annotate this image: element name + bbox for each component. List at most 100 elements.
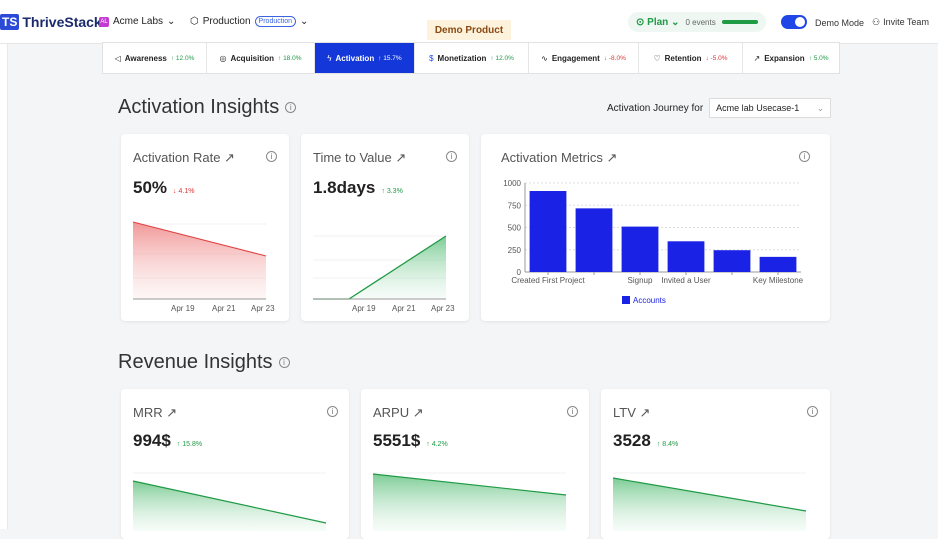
info-icon[interactable]: i <box>799 151 810 162</box>
tab-label: Monetization <box>437 53 487 63</box>
tab-engagement[interactable]: ∿ Engagement ↓ -8.0% <box>529 43 639 73</box>
x-tick: Apr 23 <box>431 304 455 313</box>
tab-delta: ↑ 12.0% <box>170 54 195 62</box>
environment-selector[interactable]: ⬡ Production Production ⌄ <box>190 16 308 27</box>
dollar-icon: $ <box>429 53 434 63</box>
y-tick-label: 0 <box>517 268 522 277</box>
card-title[interactable]: Activation Rate ↗ <box>133 150 235 165</box>
target-icon: ◎ <box>219 53 227 63</box>
x-tick: Apr 21 <box>212 304 236 313</box>
tab-delta: ↑ 18.0% <box>278 54 302 62</box>
tab-label: Expansion <box>764 53 805 63</box>
x-tick-label: Signup <box>628 276 653 285</box>
trend-line <box>132 221 267 257</box>
tab-monetization[interactable]: $ Monetization ↑ 12.0% <box>415 43 529 73</box>
mrr-value: 994$ ↑ 15.8% <box>133 431 202 451</box>
card-title[interactable]: Activation Metrics ↗ <box>501 150 618 165</box>
x-tick: Apr 19 <box>171 304 195 313</box>
info-icon[interactable]: i <box>266 151 277 162</box>
revenue-insights-title: Revenue Insights i <box>118 351 290 374</box>
env-name: Production <box>202 16 251 27</box>
tab-delta: ↓ -8.0% <box>603 54 626 62</box>
time-to-value-card[interactable]: Time to Value ↗ i 1.8days ↑ 3.3% Apr 19 … <box>301 134 469 321</box>
invite-team-button[interactable]: ⚇ Invite Team <box>872 17 929 28</box>
events-count: 0 events <box>685 17 716 27</box>
trend-line <box>132 480 327 524</box>
card-title[interactable]: Time to Value ↗ <box>313 150 407 165</box>
card-title[interactable]: MRR ↗ <box>133 405 178 420</box>
plan-selector[interactable]: ⊙ Plan ⌄ 0 events <box>628 12 766 32</box>
activation-rate-card[interactable]: Activation Rate ↗ i 50% ↓ 4.1% Apr 19 Ap… <box>121 134 289 321</box>
info-icon[interactable]: i <box>285 102 297 113</box>
time-to-value-value: 1.8days ↑ 3.3% <box>313 178 403 198</box>
area-fill <box>133 481 326 531</box>
bar <box>759 256 797 272</box>
trend-up-icon: ↗ <box>753 53 761 63</box>
chevron-down-icon: ⌄ <box>300 16 309 27</box>
trend-line <box>372 473 567 496</box>
ltv-card[interactable]: LTV ↗ i 3528 ↑ 8.4% <box>601 389 830 539</box>
metric-value: 994$ <box>133 431 171 450</box>
demo-mode-label: Demo Mode <box>815 18 865 28</box>
bar <box>575 208 613 272</box>
tab-retention[interactable]: ♡ Retention ↓ -5.0% <box>639 43 743 73</box>
cube-icon: ⬡ <box>190 16 199 27</box>
legend-swatch <box>622 296 630 304</box>
card-title[interactable]: ARPU ↗ <box>373 405 424 420</box>
user-add-icon: ⚇ <box>872 17 881 27</box>
x-tick-label: Created First Project <box>511 276 585 285</box>
journey-value: Acme lab Usecase-1 <box>716 103 800 113</box>
tab-delta: ↑ 5.0% <box>808 54 829 62</box>
top-bar: TS ThriveStack AL Acme Labs ⌄ ⬡ Producti… <box>0 0 938 44</box>
time-to-value-chart <box>313 235 447 300</box>
metric-delta: ↓ 4.1% <box>173 188 195 195</box>
tab-delta: ↑ 15.7% <box>378 54 402 62</box>
tab-acquisition[interactable]: ◎ Acquisition ↑ 18.0% <box>207 43 315 73</box>
bar <box>529 191 567 272</box>
info-icon[interactable]: i <box>807 406 818 417</box>
left-sidebar <box>0 44 8 529</box>
mrr-card[interactable]: MRR ↗ i 994$ ↑ 15.8% <box>121 389 349 539</box>
heart-icon: ♡ <box>653 53 661 63</box>
y-tick-label: 500 <box>508 224 522 233</box>
logo[interactable]: TS ThriveStack <box>0 14 102 30</box>
tab-label: Acquisition <box>230 53 275 63</box>
metric-delta: ↑ 8.4% <box>656 441 679 448</box>
y-tick-label: 250 <box>508 246 522 255</box>
tab-delta: ↓ -5.0% <box>705 54 728 62</box>
area-fill <box>613 478 806 531</box>
demo-mode-toggle[interactable] <box>781 15 807 29</box>
env-pill: Production <box>254 16 297 27</box>
activation-rate-value: 50% ↓ 4.1% <box>133 178 194 198</box>
journey-select[interactable]: Acme lab Usecase-1 ⌄ <box>709 98 832 118</box>
metric-value: 1.8days <box>313 178 376 197</box>
info-icon[interactable]: i <box>278 357 290 368</box>
legend-label: Accounts <box>633 296 666 305</box>
chevron-down-icon: ⌄ <box>816 102 825 113</box>
arpu-card[interactable]: ARPU ↗ i 5551$ ↑ 4.2% <box>361 389 589 539</box>
tab-expansion[interactable]: ↗ Expansion ↑ 5.0% <box>743 43 839 73</box>
bar <box>621 226 659 272</box>
org-selector[interactable]: AL Acme Labs ⌄ <box>99 16 175 27</box>
info-icon[interactable]: i <box>327 406 338 417</box>
metric-delta: ↑ 15.8% <box>176 441 203 448</box>
section-title-text: Revenue Insights <box>118 351 273 373</box>
card-title[interactable]: LTV ↗ <box>613 405 651 420</box>
journey-label: Activation Journey for <box>607 102 704 114</box>
area-fill <box>313 236 446 299</box>
info-icon[interactable]: i <box>446 151 457 162</box>
bolt-icon: ϟ <box>327 53 332 63</box>
activation-metrics-card[interactable]: Activation Metrics ↗ i 1000 750 500 250 0 Cre… <box>481 134 830 321</box>
tab-awareness[interactable]: ◁ Awareness ↑ 12.0% <box>103 43 207 73</box>
metric-value: 3528 <box>613 431 651 450</box>
x-tick-label: Invited a User <box>661 276 711 285</box>
trend-line <box>612 477 807 512</box>
tab-activation[interactable]: ϟ Activation ↑ 15.7% <box>315 43 415 73</box>
events-progress-bar <box>721 20 758 24</box>
tab-label: Awareness <box>124 53 167 63</box>
tab-label: Activation <box>335 53 375 63</box>
logo-text: ThriveStack <box>22 14 102 30</box>
metric-delta: ↑ 3.3% <box>381 188 403 195</box>
info-icon[interactable]: i <box>567 406 578 417</box>
